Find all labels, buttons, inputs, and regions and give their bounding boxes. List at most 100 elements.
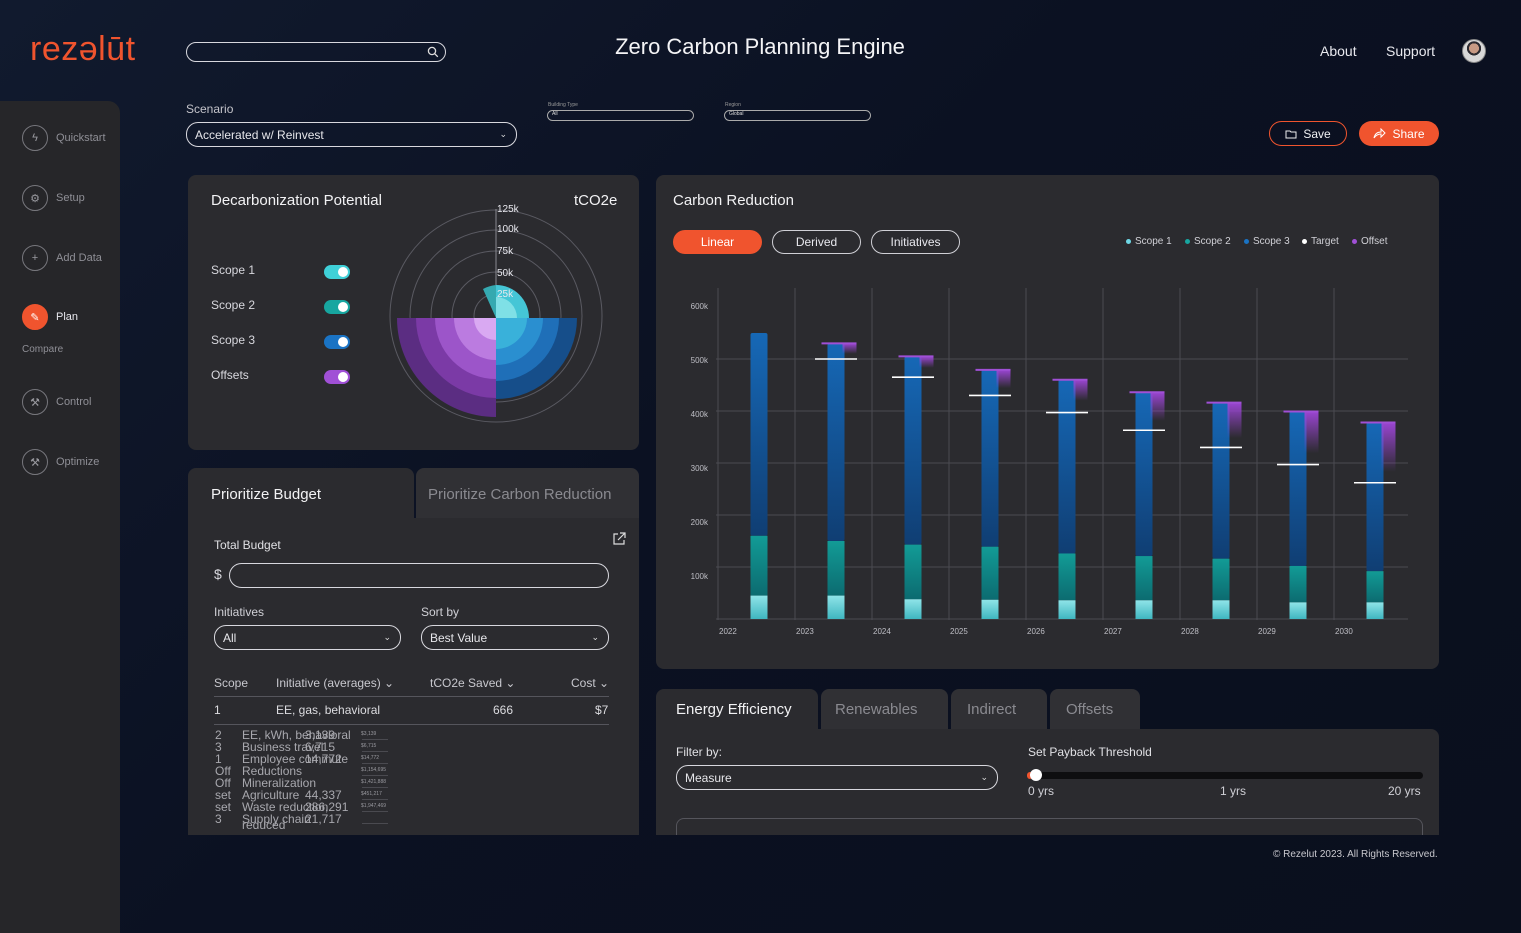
avatar[interactable]	[1462, 39, 1486, 63]
chevron-down-icon: ⌄	[591, 632, 599, 642]
scope-1-toggle[interactable]	[324, 265, 350, 279]
derived-mode-button[interactable]: Derived	[772, 230, 861, 254]
logo[interactable]: rezəlūt	[30, 30, 136, 68]
bar-scope-2	[1135, 556, 1153, 601]
legend-dot	[1244, 239, 1249, 244]
scenario-select[interactable]: Accelerated w/ Reinvest ⌄	[186, 122, 517, 147]
bar-scope-1	[827, 595, 845, 619]
x-tick-label: 2026	[1027, 627, 1045, 636]
x-tick-label: 2023	[796, 627, 814, 636]
bar-offset	[842, 343, 857, 354]
chevron-down-icon: ⌄	[980, 772, 988, 782]
total-budget-input[interactable]	[229, 563, 609, 588]
payback-slider-handle[interactable]	[1030, 769, 1042, 781]
tab-renewables[interactable]: Renewables	[821, 689, 948, 729]
sidebar-item-control[interactable]: ⚒ Control	[22, 389, 91, 415]
divider	[214, 724, 609, 725]
bar-scope-1	[1135, 600, 1153, 619]
divider	[362, 775, 388, 776]
initiatives-mode-button[interactable]: Initiatives	[871, 230, 960, 254]
scope-3-label: Scope 3	[211, 333, 256, 347]
legend-scope-3: Scope 3	[1244, 236, 1290, 247]
filter-by-select[interactable]: Measure ⌄	[676, 765, 998, 790]
divider	[362, 799, 388, 800]
tab-offsets[interactable]: Offsets	[1050, 689, 1140, 729]
share-button[interactable]: Share	[1359, 121, 1439, 146]
sidebar-item-plan[interactable]: ✎ Plan	[22, 304, 78, 330]
bar-offset	[1150, 392, 1165, 421]
support-link[interactable]: Support	[1386, 43, 1436, 59]
bar-scope-1	[1366, 602, 1384, 619]
legend-label: Scope 3	[1253, 236, 1290, 247]
ring-label: 25k	[497, 289, 514, 300]
unit-label: tCO2e	[574, 192, 618, 209]
row-cost: $3,139	[361, 731, 377, 737]
bar-scope-2	[1212, 558, 1230, 601]
overflow-text: reduced	[242, 818, 286, 832]
row-initiative: EE, kWh, behavioral	[242, 728, 351, 742]
column-header-initiative[interactable]: Initiative (averages) ⌄	[276, 676, 395, 690]
about-link[interactable]: About	[1320, 43, 1357, 59]
carbon-reduction-title: Carbon Reduction	[673, 192, 794, 209]
row-saved: 286,291	[305, 800, 349, 814]
payback-slider-track[interactable]	[1028, 772, 1423, 779]
energy-card	[656, 729, 1439, 835]
offsets-sector-center	[474, 318, 496, 340]
save-button[interactable]: Save	[1269, 121, 1347, 146]
tab-prioritize-budget[interactable]: Prioritize Budget	[211, 486, 322, 503]
linear-mode-button[interactable]: Linear	[673, 230, 762, 254]
divider	[362, 763, 388, 764]
column-header-label: Cost	[571, 676, 596, 690]
column-header-cost[interactable]: Cost ⌄	[571, 676, 610, 690]
external-link-icon[interactable]	[612, 532, 626, 546]
legend-offset: Offset	[1352, 236, 1388, 247]
sidebar-subitem-compare[interactable]: Compare	[22, 344, 64, 355]
building-type-value: All	[552, 111, 558, 117]
row-saved: 21,717	[305, 812, 342, 826]
bar-scope-3	[827, 343, 845, 541]
legend-label: Scope 1	[1135, 236, 1172, 247]
building-type-select[interactable]: All	[547, 110, 694, 121]
bar-scope-3	[1058, 379, 1076, 554]
ring-label: 50k	[497, 268, 514, 279]
row-initiative: Waste reduction	[242, 800, 329, 814]
sort-by-label: Sort by	[421, 605, 460, 619]
slider-mid-label: 1 yrs	[1220, 784, 1247, 798]
bar-scope-3	[981, 369, 999, 547]
bar-offset	[996, 369, 1011, 389]
column-header-saved[interactable]: tCO2e Saved ⌄	[430, 676, 516, 690]
bar-scope-1	[1058, 600, 1076, 619]
scope-2-toggle[interactable]	[324, 300, 350, 314]
initiatives-select[interactable]: All ⌄	[214, 625, 401, 650]
legend-label: Target	[1311, 236, 1339, 247]
column-header-scope[interactable]: Scope	[214, 676, 249, 690]
scope-3-toggle[interactable]	[324, 335, 350, 349]
legend-dot	[1352, 239, 1357, 244]
sort-by-select[interactable]: Best Value ⌄	[421, 625, 609, 650]
row-scope: 1	[215, 752, 222, 766]
offsets-toggle[interactable]	[324, 370, 350, 384]
row-saved: 666	[493, 703, 514, 717]
tab-prioritize-budget-bg	[188, 468, 414, 518]
sidebar-item-optimize[interactable]: ⚒ Optimize	[22, 449, 99, 475]
sidebar-item-add-data[interactable]: + Add Data	[22, 245, 102, 271]
share-label: Share	[1392, 126, 1425, 141]
filter-by-label: Filter by:	[676, 745, 723, 759]
row-cost: $451,217	[361, 791, 382, 797]
region-select[interactable]: Global	[724, 110, 871, 121]
row-scope: 3	[215, 740, 222, 754]
tab-prioritize-carbon-reduction[interactable]: Prioritize Carbon Reduction	[428, 486, 612, 503]
row-scope: 2	[215, 728, 222, 742]
tab-indirect[interactable]: Indirect	[951, 689, 1047, 729]
row-scope: Off	[215, 764, 231, 778]
carbon-bar-chart	[716, 288, 1408, 620]
sidebar-item-label: Plan	[56, 311, 79, 323]
sidebar-item-setup[interactable]: ⚙ Setup	[22, 185, 85, 211]
bar-offset	[919, 356, 934, 368]
sidebar-item-quickstart[interactable]: ϟ Quickstart	[22, 125, 106, 151]
tab-energy-efficiency[interactable]: Energy Efficiency	[656, 689, 818, 729]
bar-scope-1	[981, 599, 999, 619]
x-tick-label: 2028	[1181, 627, 1199, 636]
chevron-down-icon: ⌄	[383, 632, 391, 642]
search-input[interactable]	[186, 42, 446, 62]
